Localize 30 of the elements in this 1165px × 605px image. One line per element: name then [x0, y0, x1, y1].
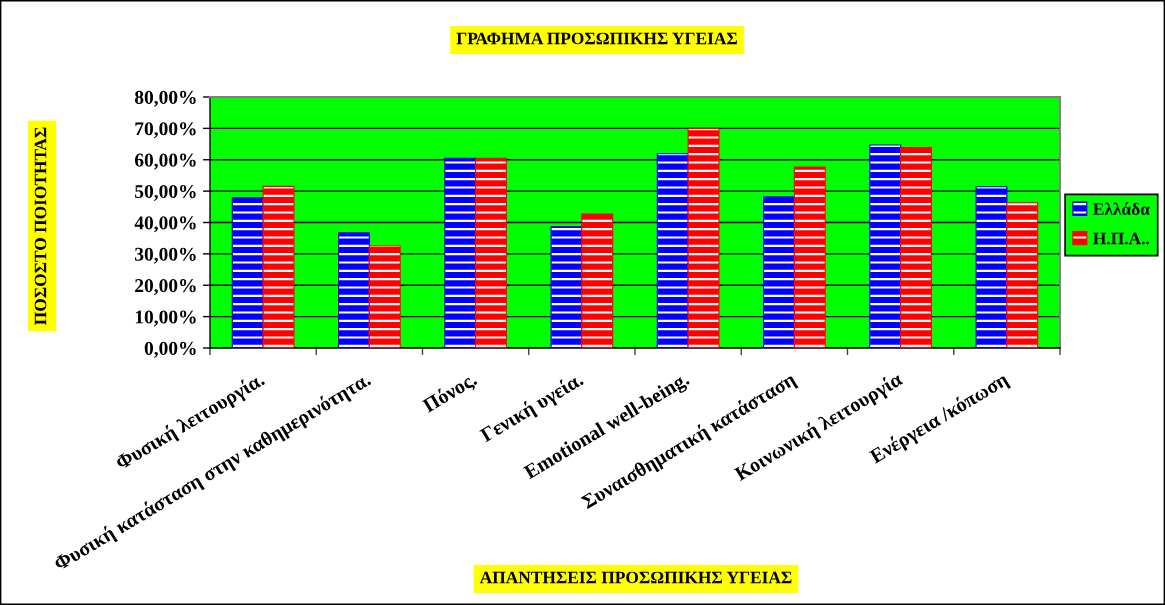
bar [687, 127, 720, 348]
legend-label: Ελλάδα [1093, 201, 1150, 216]
chart-title: ΓΡΑΦΗΜΑ ΠΡΟΣΩΠΙΚΗΣ ΥΓΕΙΑΣ [456, 32, 737, 45]
bar [1006, 202, 1039, 348]
bar [900, 146, 932, 348]
bar [231, 197, 264, 348]
legend-label: Η.Π.Α.. [1093, 232, 1150, 245]
y-tick-label: 0,00% [144, 341, 196, 358]
bar [262, 185, 295, 348]
x-axis-title: ΑΠΑΝΤΗΣΕΙΣ ΠΡΟΣΩΠΙΚΗΣ ΥΓΕΙΑΣ [479, 571, 792, 584]
y-tick-label: 20,00% [135, 279, 196, 296]
bar [793, 166, 826, 348]
bar [869, 144, 902, 348]
bar [475, 157, 507, 348]
bar [975, 186, 1008, 348]
bar [338, 232, 370, 348]
bar [368, 245, 401, 348]
y-tick-label: 80,00% [134, 90, 196, 107]
bar [581, 213, 614, 348]
y-axis-title: ΠΟΣΟΣΤΟ ΠΟΙΟΤΗΤΑΣ [34, 127, 47, 325]
y-tick-label: 50,00% [135, 184, 196, 201]
bar [550, 226, 583, 348]
bar [444, 157, 477, 348]
bar [656, 153, 689, 348]
y-tick-label: 40,00% [134, 216, 196, 233]
y-tick-label: 60,00% [134, 153, 196, 170]
y-tick-label: 70,00% [135, 122, 196, 139]
bar [763, 196, 795, 348]
y-tick-label: 10,00% [135, 310, 196, 327]
y-tick-label: 30,00% [135, 247, 196, 264]
